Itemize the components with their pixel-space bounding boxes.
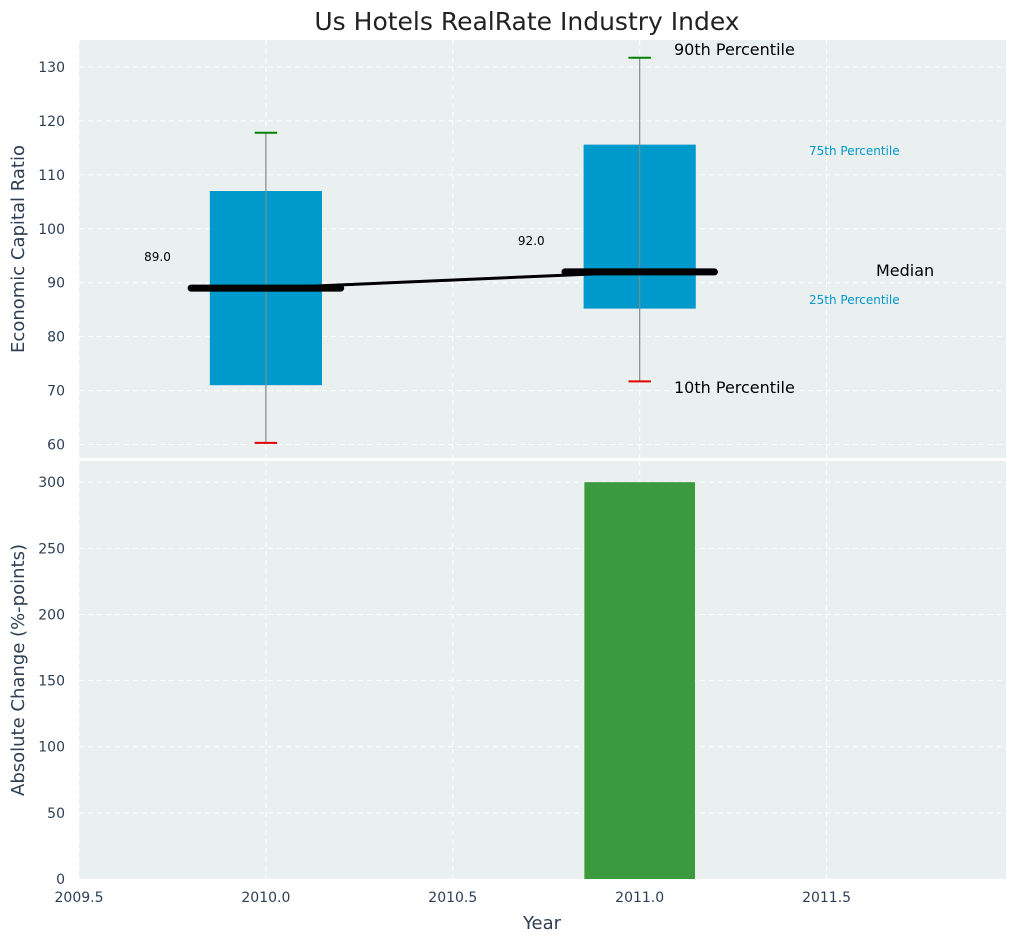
bottom-plot-area	[79, 461, 1006, 879]
annotation-p10: 10th Percentile	[674, 378, 795, 397]
annotation-median: Median	[876, 261, 934, 280]
top-y-axis-title: Economic Capital Ratio	[8, 145, 29, 353]
bottom-gridlines	[78, 461, 1006, 880]
median-trend-line	[265, 270, 640, 290]
top-y-tick-label: 100	[38, 222, 65, 238]
bottom-y-tick-label: 200	[38, 607, 65, 623]
bottom-y-tick-label: 50	[47, 806, 65, 822]
x-tick-label: 2011.0	[615, 890, 664, 906]
top-y-tick-label: 110	[38, 168, 65, 184]
x-tick-label: 2009.5	[55, 890, 104, 906]
annotation-p75: 75th Percentile	[809, 144, 900, 158]
bar-series	[584, 482, 696, 879]
x-tick-label: 2011.5	[802, 890, 851, 906]
top-y-tick-label: 60	[47, 438, 65, 454]
box-series: 89.0 92.0	[144, 56, 718, 444]
x-tick-label: 2010.5	[428, 890, 477, 906]
top-y-tick-label: 80	[47, 330, 65, 346]
median-value-label: 89.0	[144, 250, 171, 264]
bottom-y-tick-label: 150	[38, 674, 65, 690]
bottom-panel: 0 50 100 150 200 250 300 2009.5 2010.0 2010.5 201…	[8, 461, 1006, 934]
bottom-y-tick-label: 100	[38, 740, 65, 756]
chart-title: Us Hotels RealRate Industry Index	[314, 7, 739, 36]
bottom-y-tick-label: 0	[56, 872, 65, 888]
bottom-y-tick-label: 300	[38, 475, 65, 491]
annotation-p25: 25th Percentile	[809, 293, 900, 307]
x-tick-labels: 2009.5 2010.0 2010.5 2011.0 2011.5	[55, 890, 852, 906]
change-bar	[584, 482, 696, 879]
x-tick-label: 2010.0	[241, 890, 290, 906]
top-panel: 60 70 80 90 100 110 120 130 89.0 92.0 90th Perce…	[8, 40, 1006, 458]
top-y-tick-label: 90	[47, 276, 65, 292]
top-y-tick-label: 70	[47, 384, 65, 400]
percentile-annotations: 90th Percentile 75th Percentile Median 2…	[674, 40, 934, 397]
top-y-tick-labels: 60 70 80 90 100 110 120 130	[38, 60, 65, 454]
bottom-y-tick-labels: 0 50 100 150 200 250 300	[38, 475, 65, 888]
top-y-tick-label: 130	[38, 60, 65, 76]
bottom-y-tick-label: 250	[38, 541, 65, 557]
median-value-label: 92.0	[518, 234, 545, 248]
annotation-p90: 90th Percentile	[674, 40, 795, 59]
top-y-tick-label: 120	[38, 114, 65, 130]
x-axis-title: Year	[522, 913, 562, 934]
bottom-y-axis-title: Absolute Change (%-points)	[8, 544, 29, 796]
